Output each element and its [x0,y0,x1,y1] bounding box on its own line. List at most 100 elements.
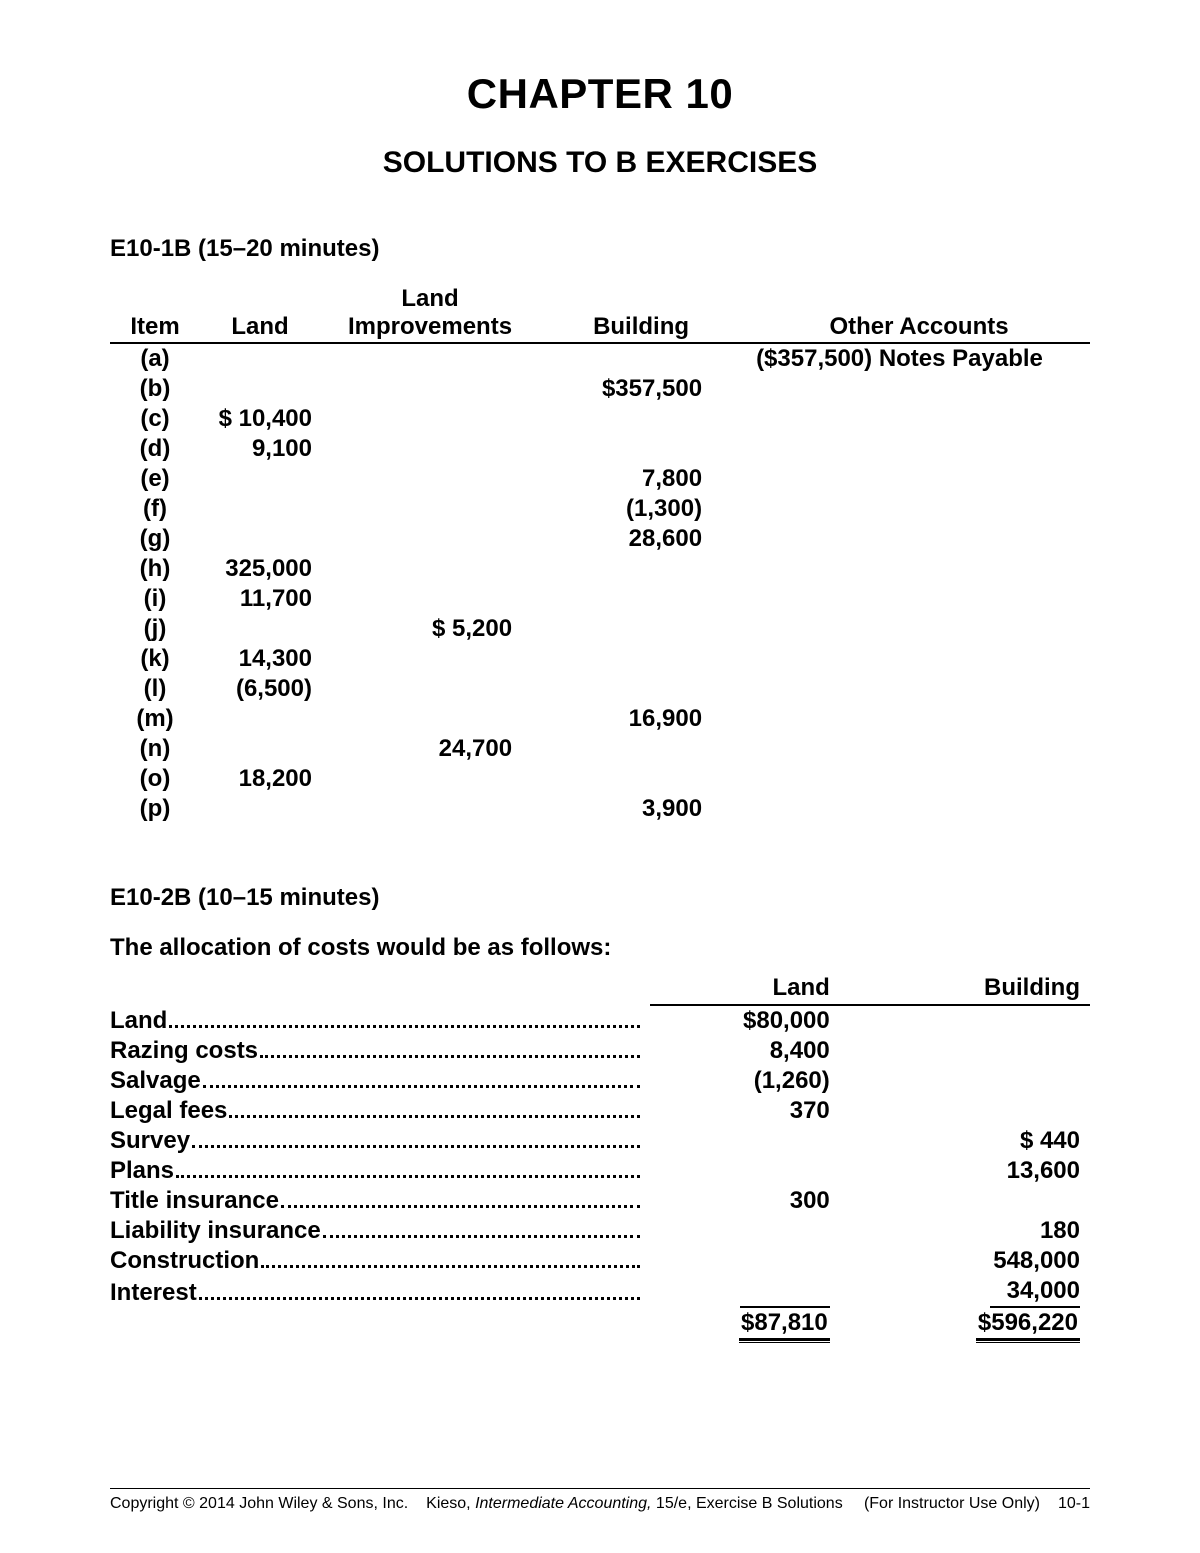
t1-head-li-l2: Improvements [348,313,512,340]
table-cell [340,704,572,734]
table-cell: (6,500) [200,674,340,704]
table-cell: 180 [870,1216,1090,1246]
table-cell [732,584,1090,614]
table-cell: $80,000 [650,1005,870,1036]
total-land: $87,810 [650,1308,870,1343]
table-cell [572,434,732,464]
footer-book-rest: 15/e, Exercise B Solutions [651,1495,842,1512]
table-cell [572,554,732,584]
table-cell [732,704,1090,734]
table-row: (b)$357,500 [110,374,1090,404]
footer-copyright: Copyright © 2014 John Wiley & Sons, Inc. [110,1495,408,1513]
table-row: Liability insurance 180 [110,1216,1090,1246]
table-row: (d)9,100 [110,434,1090,464]
table-row: (e) 7,800 [110,464,1090,494]
row-label: Razing costs [110,1036,650,1066]
row-label: Legal fees [110,1096,650,1126]
table-cell: 300 [650,1186,870,1216]
chapter-subtitle: SOLUTIONS TO B EXERCISES [110,146,1090,180]
table-cell [732,524,1090,554]
page: CHAPTER 10 SOLUTIONS TO B EXERCISES E10-… [0,0,1200,1553]
t1-head-bld: Building [572,285,732,343]
total-building: $596,220 [870,1308,1090,1343]
table-cell [110,1308,650,1343]
table-cell [572,404,732,434]
exercise-1-table: Item Land Land Improvements Building Oth… [110,285,1090,824]
table-row: (i)11,700 [110,584,1090,614]
table-cell: (1,260) [650,1066,870,1096]
table-cell [340,494,572,524]
table-cell [200,464,340,494]
table-cell: $ 5,200 [340,614,572,644]
row-label: Salvage [110,1066,650,1096]
table-cell: 8,400 [650,1036,870,1066]
table-cell: 13,600 [870,1156,1090,1186]
row-label: Plans [110,1156,650,1186]
table-row: (f)(1,300) [110,494,1090,524]
table-cell: 34,000 [870,1276,1090,1308]
table-cell [572,734,732,764]
footer-book-author: Kieso, [426,1495,475,1512]
chapter-title: CHAPTER 10 [110,70,1090,118]
table-cell [572,343,732,374]
table-row: Survey$ 440 [110,1126,1090,1156]
row-label: Liability insurance [110,1216,650,1246]
t2-head-a: Land [650,974,870,1005]
footer-note: (For Instructor Use Only) [864,1495,1040,1513]
table-row: (c)$ 10,400 [110,404,1090,434]
table-row: (j)$ 5,200 [110,614,1090,644]
table-cell [200,343,340,374]
table-cell [200,794,340,824]
table-cell [340,794,572,824]
table-cell: 16,900 [572,704,732,734]
row-label: Title insurance [110,1186,650,1216]
t2-head-b: Building [870,974,1090,1005]
table-cell: (p) [110,794,200,824]
table-cell: (d) [110,434,200,464]
table-cell [732,554,1090,584]
table-cell [340,554,572,584]
table-cell: (o) [110,764,200,794]
table-cell [732,794,1090,824]
table-row: Legal fees370 [110,1096,1090,1126]
table-row: Land$80,000 [110,1005,1090,1036]
table-cell [572,644,732,674]
table-cell: (n) [110,734,200,764]
table-cell: 7,800 [572,464,732,494]
table-cell [650,1246,870,1276]
table-cell: (c) [110,404,200,434]
table-row: Razing costs8,400 [110,1036,1090,1066]
table-row: Title insurance300 [110,1186,1090,1216]
exercise-2-table: Land Building Land$80,000Razing costs8,4… [110,974,1090,1343]
exercise-2-label: E10-2B (10–15 minutes) [110,884,1090,912]
table-cell [732,734,1090,764]
table-cell [200,614,340,644]
page-footer: Copyright © 2014 John Wiley & Sons, Inc.… [110,1488,1090,1513]
table-cell [870,1096,1090,1126]
table-cell: (e) [110,464,200,494]
table-cell [650,1156,870,1186]
table-cell: (i) [110,584,200,614]
table-cell: 28,600 [572,524,732,554]
table-row: (a)($357,500) Notes Payable [110,343,1090,374]
table-cell [870,1186,1090,1216]
table-row: Construction548,000 [110,1246,1090,1276]
table-cell [732,614,1090,644]
table-cell [732,674,1090,704]
table-cell [340,404,572,434]
table-cell [340,674,572,704]
table-cell [340,644,572,674]
table-cell [572,614,732,644]
table-cell [340,524,572,554]
totals-row: $87,810$596,220 [110,1308,1090,1343]
table-cell [870,1066,1090,1096]
table-cell [200,374,340,404]
table-cell [732,494,1090,524]
table-cell: (f) [110,494,200,524]
table-row: (k)14,300 [110,644,1090,674]
table-cell [340,764,572,794]
table-cell: 11,700 [200,584,340,614]
row-label: Land [110,1005,650,1036]
table-cell: $ 440 [870,1126,1090,1156]
table-cell [732,404,1090,434]
